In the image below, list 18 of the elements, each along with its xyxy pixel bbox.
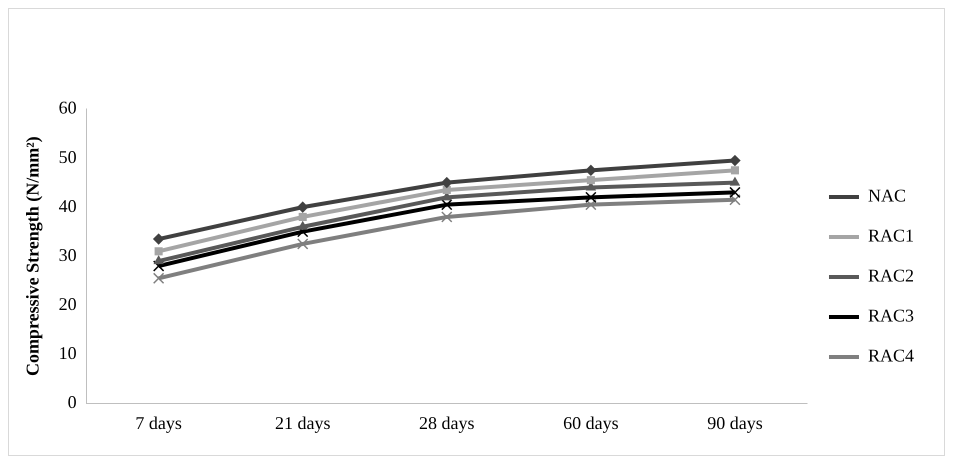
- x-tick-label: 21 days: [274, 412, 330, 433]
- legend-label: RAC1: [868, 226, 914, 246]
- y-tick-label: 30: [58, 244, 77, 265]
- y-tick-label: 40: [58, 196, 77, 216]
- y-tick-label: 20: [58, 294, 77, 314]
- x-tick-label: 28 days: [419, 412, 475, 433]
- legend-label: RAC2: [868, 266, 914, 286]
- x-tick-label: 60 days: [563, 412, 619, 433]
- y-tick-label: 60: [58, 98, 77, 118]
- x-tick-label: 90 days: [707, 412, 763, 433]
- legend-label: RAC3: [868, 306, 914, 326]
- y-axis-title: Compressive Strength (N/mm²): [22, 136, 42, 376]
- y-tick-label: 0: [68, 392, 77, 412]
- x-tick-label: 7 days: [135, 412, 182, 433]
- y-tick-label: 10: [58, 343, 77, 364]
- y-tick-label: 50: [58, 146, 77, 167]
- legend-label: NAC: [868, 186, 906, 206]
- legend-label: RAC4: [868, 346, 914, 366]
